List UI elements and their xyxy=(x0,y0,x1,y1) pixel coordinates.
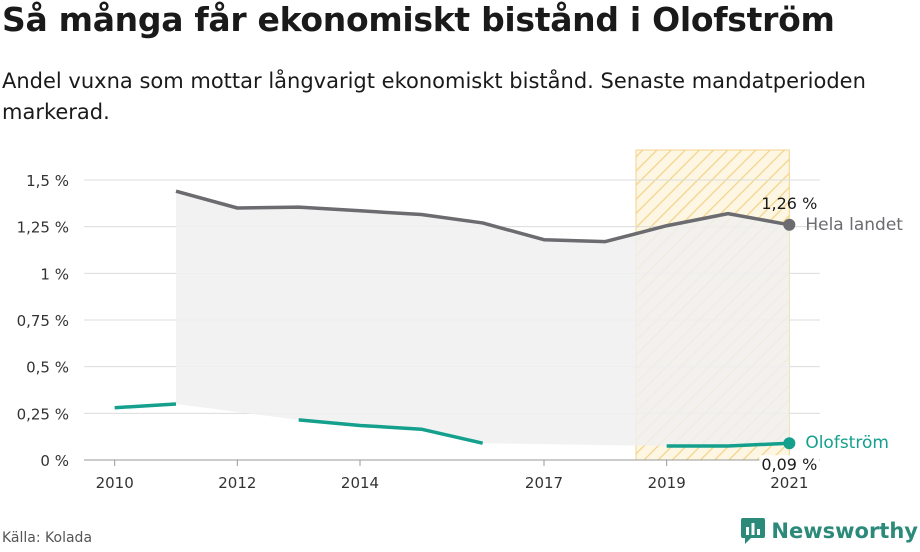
y-tick-label: 0,25 % xyxy=(17,405,69,423)
series-end-point xyxy=(783,437,796,450)
x-tick-label: 2019 xyxy=(648,474,686,492)
difference-band xyxy=(176,191,790,446)
value-label-bg xyxy=(759,455,820,475)
series-name-label: Olofström xyxy=(805,433,889,453)
newsworthy-icon xyxy=(741,518,766,544)
series-line-olofstrom xyxy=(666,441,790,448)
series-value-label: 1,26 % xyxy=(761,194,817,213)
x-tick-label: 2014 xyxy=(341,474,379,492)
series-value-label: 0,09 % xyxy=(761,455,817,474)
x-tick-label: 2010 xyxy=(96,474,134,492)
series-line-hela-landet xyxy=(175,189,790,244)
x-tick-label: 2017 xyxy=(525,474,563,492)
y-tick-label: 0,5 % xyxy=(26,359,69,377)
series-name-label: Hela landet xyxy=(805,215,903,235)
chart-subtitle: Andel vuxna som mottar långvarigt ekonom… xyxy=(2,69,866,124)
brand-logo: Newsworthy xyxy=(741,518,918,544)
y-tick-label: 0 % xyxy=(40,452,69,470)
y-tick-label: 1 % xyxy=(40,265,69,283)
series-line-olofstrom xyxy=(114,402,177,410)
y-tick-label: 1,25 % xyxy=(17,219,69,237)
y-tick-label: 0,75 % xyxy=(17,312,69,330)
brand-name: Newsworthy xyxy=(771,519,918,543)
source-label: Källa: Kolada xyxy=(2,530,93,546)
series-end-point xyxy=(783,218,796,231)
y-tick-label: 1,5 % xyxy=(26,172,69,190)
chart-title: Så många får ekonomiskt bistånd i Olofst… xyxy=(2,0,835,39)
x-tick-label: 2021 xyxy=(770,474,808,492)
x-tick-label: 2012 xyxy=(218,474,256,492)
series-line-olofstrom xyxy=(298,418,484,445)
